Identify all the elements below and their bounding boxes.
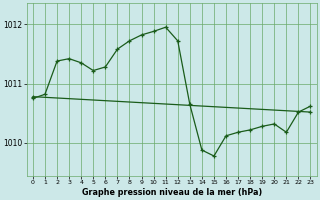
X-axis label: Graphe pression niveau de la mer (hPa): Graphe pression niveau de la mer (hPa) [82, 188, 262, 197]
